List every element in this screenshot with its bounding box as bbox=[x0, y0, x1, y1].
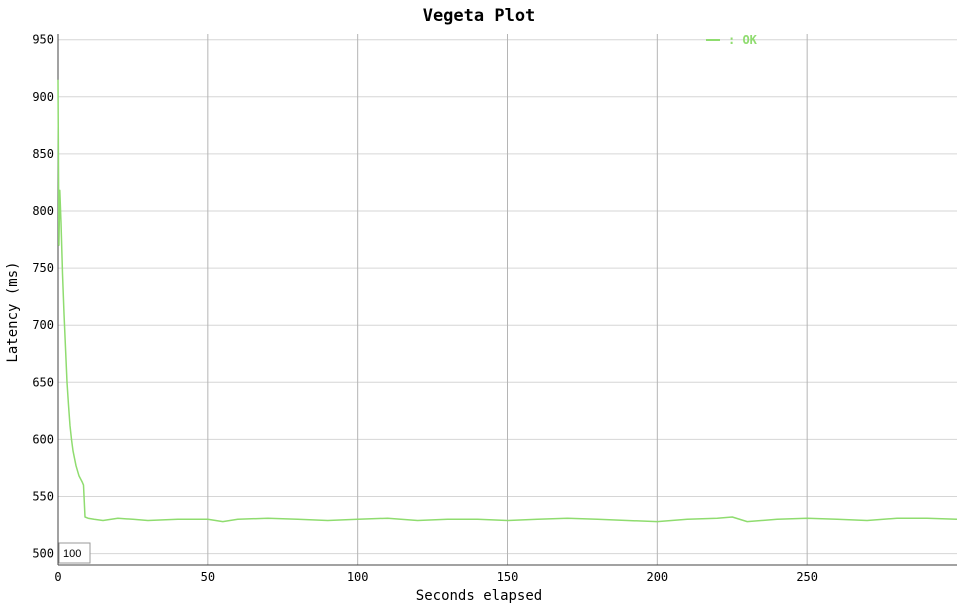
roller-period-box[interactable]: 100 bbox=[58, 542, 91, 564]
x-tick-label: 150 bbox=[497, 570, 519, 584]
legend[interactable]: : OK bbox=[706, 33, 758, 47]
y-tick-label: 750 bbox=[32, 261, 54, 275]
y-tick-label: 650 bbox=[32, 375, 54, 389]
x-axis-label: Seconds elapsed bbox=[416, 588, 542, 604]
series-layer bbox=[57, 79, 958, 523]
y-tick-label: 700 bbox=[32, 318, 54, 332]
x-tick-label: 0 bbox=[54, 570, 61, 584]
chart-title: Vegeta Plot bbox=[423, 6, 536, 26]
x-tick-label: 50 bbox=[201, 570, 215, 584]
grid bbox=[58, 34, 957, 565]
y-tick-label: 500 bbox=[32, 547, 54, 561]
x-tick-label: 200 bbox=[646, 570, 668, 584]
x-tick-label: 100 bbox=[347, 570, 369, 584]
y-tick-label: 550 bbox=[32, 489, 54, 503]
y-tick-labels: 500 550 600 650 700 750 800 850 900 950 bbox=[32, 33, 54, 561]
legend-label: : OK bbox=[728, 33, 758, 47]
y-tick-label: 800 bbox=[32, 204, 54, 218]
y-tick-label: 600 bbox=[32, 432, 54, 446]
roller-period-frame bbox=[58, 542, 91, 564]
roller-period-value[interactable]: 100 bbox=[63, 548, 81, 560]
y-tick-label: 850 bbox=[32, 147, 54, 161]
x-tick-labels: 0 50 100 150 200 250 bbox=[54, 570, 818, 584]
y-tick-label: 900 bbox=[32, 90, 54, 104]
y-tick-label: 950 bbox=[32, 33, 54, 47]
series-line-ok bbox=[57, 79, 958, 523]
x-tick-label: 250 bbox=[796, 570, 818, 584]
y-axis-label: Latency (ms) bbox=[5, 261, 21, 362]
